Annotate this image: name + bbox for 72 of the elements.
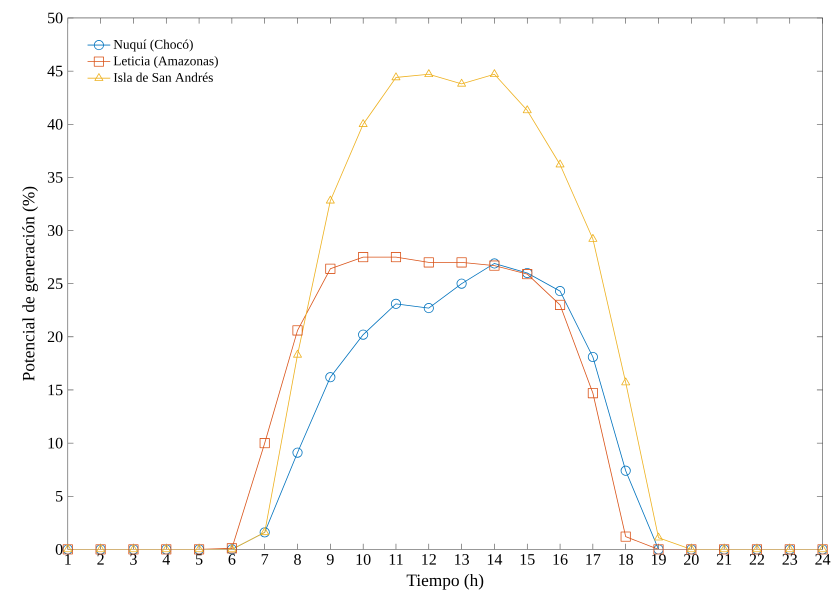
legend-label: Leticia (Amazonas) [114,56,218,68]
point [325,264,336,274]
x-tick-label: 20 [684,554,699,565]
x-tick-label: 10 [356,554,371,565]
y-tick-label: 0 [56,544,62,555]
point [555,286,566,296]
y-tick-label: 30 [48,225,62,236]
point [457,78,466,86]
y-tick-label: 40 [47,118,62,130]
x-tick-label: 15 [520,554,535,565]
point [260,438,270,448]
point [424,69,434,77]
point [588,388,598,398]
x-axis-title: Tiempo (h) [406,574,484,590]
x-tick-label: 1 [65,554,71,565]
x-tick-label: 2 [97,554,104,565]
y-tick-label: 35 [48,172,62,183]
point [292,448,303,458]
x-tick-label: 7 [262,554,268,564]
point [392,72,400,80]
x-tick-label: 23 [782,554,798,565]
point [620,466,631,476]
y-axis-title: Potencial de generación (%) [22,186,38,381]
point [358,252,368,262]
point [390,298,402,309]
y-tick-label: 10 [48,438,62,448]
x-tick-label: 24 [815,554,830,565]
point [325,372,336,382]
x-tick-label: 19 [652,554,666,565]
x-tick-label: 11 [390,554,403,565]
point [490,69,499,77]
x-tick-label: 8 [294,554,301,565]
x-tick-label: 14 [488,554,502,565]
legend-label: Isla de San Andrés [114,72,213,82]
point [424,257,434,268]
y-tick-label: 50 [48,12,62,24]
y-tick-label: 5 [56,490,62,502]
y-tick-label: 20 [48,331,62,342]
x-tick-label: 5 [196,554,202,565]
legend-label: Nuquí (Chocó) [114,39,193,52]
point [456,278,467,289]
point [556,159,564,168]
x-tick-label: 22 [750,554,764,565]
point [588,352,598,362]
x-tick-label: 17 [586,554,600,565]
point [390,252,402,262]
point [654,532,663,540]
x-tick-label: 18 [619,554,634,565]
y-tick-label: 25 [48,278,62,289]
point [588,234,598,242]
x-tick-label: 12 [422,554,436,565]
x-tick-label: 13 [455,554,469,565]
point [621,377,630,386]
point [292,325,303,336]
point [358,330,368,340]
x-tick-label: 9 [326,554,334,565]
x-tick-label: 4 [162,554,170,564]
point [424,302,434,314]
point [358,119,368,127]
x-tick-label: 3 [130,554,137,565]
x-tick-label: 21 [716,554,732,565]
y-tick-label: 15 [48,384,62,396]
point [620,531,631,542]
point [293,350,302,358]
y-tick-label: 45 [47,66,62,76]
x-tick-label: 16 [553,554,568,565]
point [522,105,532,114]
point [555,300,566,310]
point [326,196,335,204]
x-tick-label: 6 [228,554,236,565]
point [456,257,467,268]
point [489,260,500,271]
